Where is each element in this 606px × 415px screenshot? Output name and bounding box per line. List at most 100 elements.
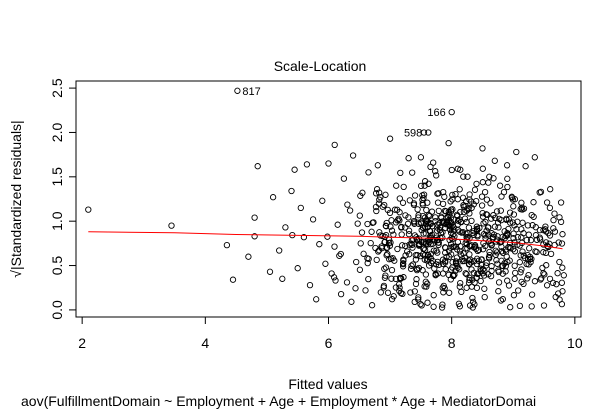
data-point <box>446 225 453 233</box>
data-point <box>409 261 417 268</box>
data-point <box>411 298 418 306</box>
data-point <box>557 218 565 226</box>
data-point <box>545 230 552 237</box>
data-point <box>446 253 453 260</box>
data-point <box>368 302 376 309</box>
data-point <box>411 192 419 199</box>
data-point <box>559 231 566 238</box>
data-point <box>408 262 415 269</box>
data-point <box>464 173 471 180</box>
x-tick-label: 10 <box>567 335 583 351</box>
data-point <box>519 219 526 226</box>
data-point <box>340 175 348 182</box>
data-point <box>559 288 566 295</box>
data-point <box>520 230 527 237</box>
data-point <box>505 216 513 223</box>
data-point <box>384 206 391 214</box>
data-point <box>432 217 439 225</box>
data-point <box>367 239 374 247</box>
data-point <box>471 258 478 265</box>
data-point <box>424 299 431 306</box>
data-point <box>447 198 454 205</box>
data-point <box>424 223 432 231</box>
data-point <box>441 193 448 200</box>
data-point <box>448 166 455 174</box>
data-point <box>294 265 301 272</box>
data-point <box>334 221 341 228</box>
data-point <box>418 302 425 309</box>
data-point <box>486 173 493 180</box>
data-point <box>468 204 475 212</box>
data-point <box>394 245 401 253</box>
data-point <box>473 284 481 292</box>
data-point <box>346 207 354 214</box>
data-point <box>223 241 231 249</box>
data-point <box>373 186 381 193</box>
data-point <box>475 257 482 264</box>
data-point <box>369 219 376 226</box>
data-point <box>449 191 456 199</box>
data-point <box>389 254 396 262</box>
data-point <box>528 291 536 298</box>
data-point <box>457 279 464 287</box>
data-point <box>531 278 539 285</box>
data-point <box>440 220 447 227</box>
data-point <box>412 256 420 263</box>
data-point <box>558 240 566 247</box>
data-point <box>492 247 499 254</box>
data-point <box>442 266 449 273</box>
data-point <box>405 214 412 221</box>
data-point <box>533 248 540 256</box>
data-point <box>512 269 519 277</box>
data-point <box>325 160 332 167</box>
data-point <box>482 218 489 226</box>
data-point <box>168 222 175 229</box>
data-point <box>478 256 485 263</box>
data-point <box>454 262 461 269</box>
data-point <box>500 188 508 196</box>
data-point <box>324 233 331 240</box>
data-point <box>510 211 518 218</box>
data-point <box>421 256 428 263</box>
outlier-point <box>234 87 241 94</box>
data-point <box>388 227 396 234</box>
data-point <box>463 284 470 291</box>
data-point <box>447 208 455 215</box>
data-point <box>410 201 418 208</box>
data-point <box>450 272 457 280</box>
data-point <box>467 256 474 263</box>
data-point <box>516 302 524 310</box>
data-point <box>365 169 372 176</box>
data-point <box>531 154 538 161</box>
data-point <box>487 272 495 280</box>
data-point <box>520 280 527 288</box>
data-point <box>491 157 498 164</box>
data-point <box>510 203 517 210</box>
y-tick-label: 0.0 <box>49 300 65 320</box>
data-point <box>392 219 400 226</box>
data-point <box>466 276 473 284</box>
data-point <box>481 188 489 196</box>
data-point <box>505 282 513 289</box>
data-point <box>269 194 277 201</box>
data-point <box>421 214 429 221</box>
data-point <box>468 283 475 290</box>
data-point <box>456 248 464 255</box>
data-point <box>374 162 381 169</box>
data-point <box>473 223 480 230</box>
data-point <box>439 260 447 268</box>
data-point <box>421 252 428 259</box>
data-point <box>483 211 491 218</box>
data-point <box>443 253 450 261</box>
data-point <box>479 213 487 220</box>
data-point <box>425 262 433 269</box>
data-point <box>490 175 497 182</box>
data-point <box>551 210 558 217</box>
data-point <box>507 304 514 311</box>
data-point <box>402 242 409 250</box>
data-point <box>451 271 458 278</box>
data-point <box>452 258 460 265</box>
data-point <box>413 276 420 283</box>
data-point <box>541 271 548 278</box>
